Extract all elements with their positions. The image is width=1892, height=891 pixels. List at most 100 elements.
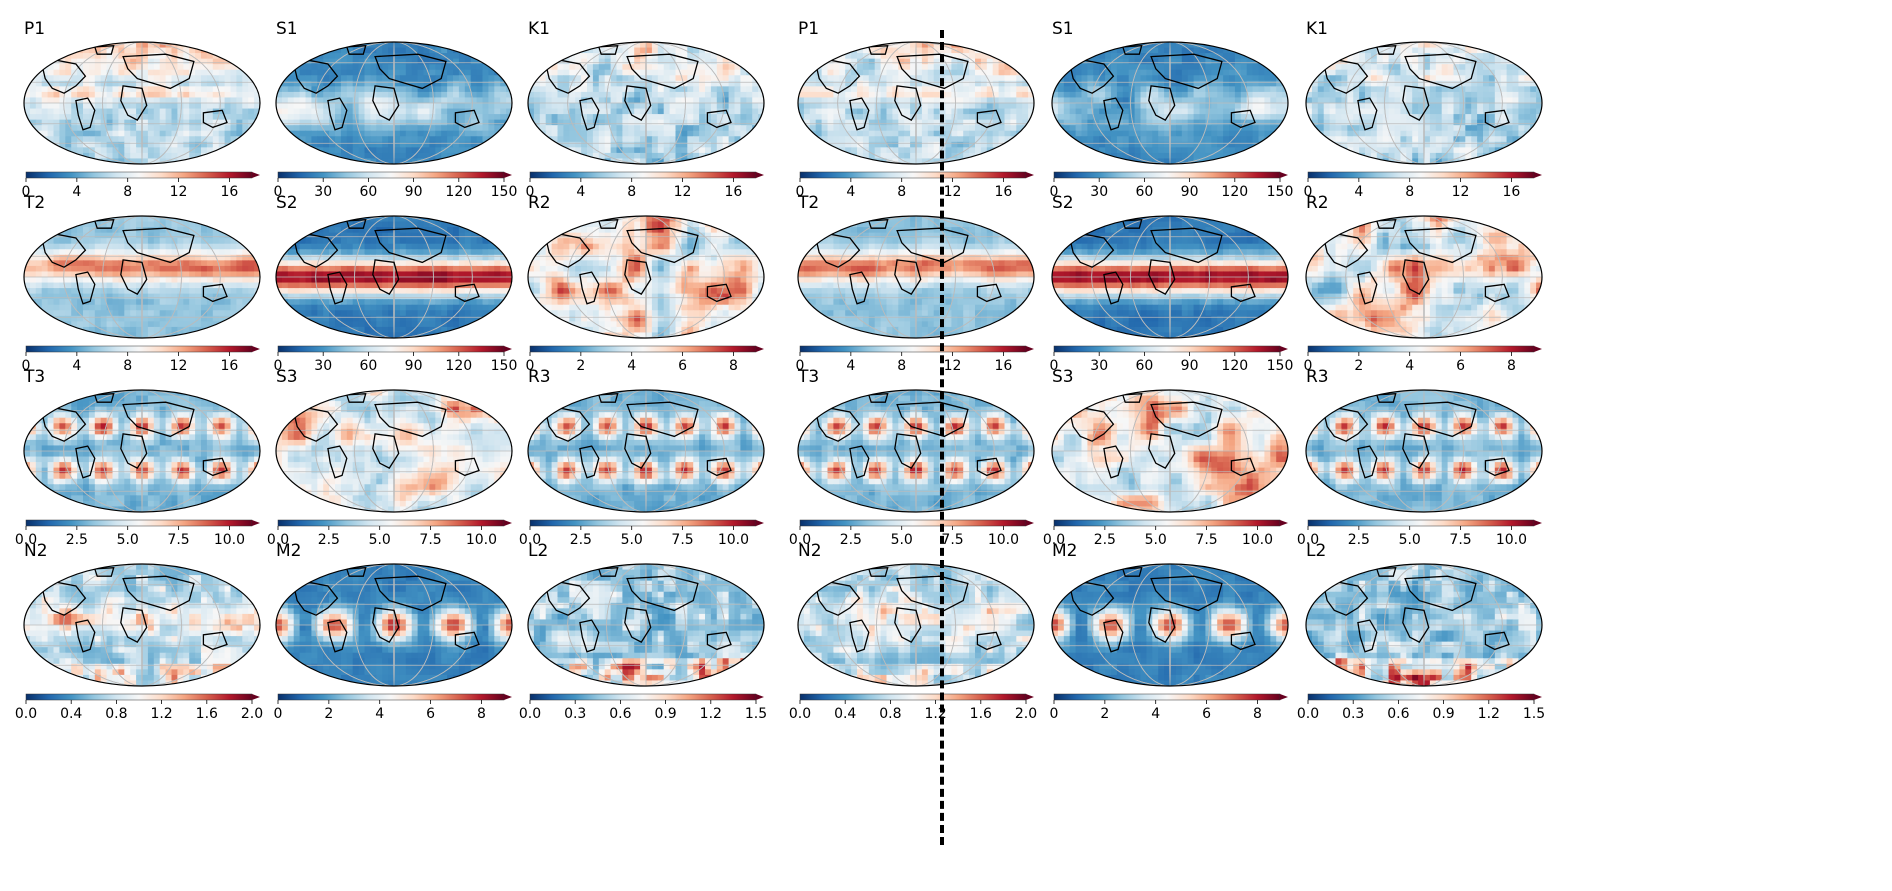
colorbar-tick-label: 8 [477,706,486,722]
colorbar-tick-label: 150 [491,184,518,200]
panel-label: M2 [276,541,301,561]
map-outline [527,215,765,339]
colorbar-tick-label: 7.5 [671,532,693,548]
map-panel-l2: L2 0.0 0.3 0.6 0.9 1.2 1.5 [519,541,767,722]
colorbar-tick-label: 12 [170,358,188,374]
map-panel-n2: N20.0 0.4 0.8 1.2 1.6 2.0 [15,541,263,722]
colorbar-tick-label: 1.6 [196,706,218,722]
panel-label: K1 [528,19,550,39]
colorbar-tick-label: 2.5 [66,532,88,548]
map-outline [797,215,1035,339]
colorbar-tick-label: 8 [123,358,132,374]
colorbar-tick-label: 4 [1405,358,1414,374]
map-panel-s3: S3 0.0 2.5 5.0 7.5 10.0 [267,367,513,548]
colorbar-tick-label: 0.0 [519,532,541,548]
colorbar-tick-label: 0 [1304,184,1313,200]
colorbar-extend-arrow [1280,172,1288,178]
map-panel-p1: P1 0 4 8 12 16 [796,19,1035,200]
colorbar-tick-label: 30 [314,184,332,200]
map-panel-r2: R2 0 2 4 6 8 [526,193,765,374]
colorbar: 0 2 4 6 8 [1050,693,1288,722]
graticule [1052,390,1288,512]
colorbar-tick-label: 4 [72,184,81,200]
colorbar-tick-label: 0.8 [105,706,127,722]
colorbar: 0 30 60 90 120 150 [274,345,517,374]
colorbar: 0 4 8 12 16 [1304,171,1542,200]
graticule [1306,42,1542,164]
colorbar-extend-arrow [1534,520,1542,526]
panel-label: L2 [1306,541,1326,561]
colorbar-tick-label: 5.0 [117,532,139,548]
colorbar-tick-label: 0.9 [1432,706,1454,722]
panel-label: P1 [798,19,819,39]
colorbar-tick-label: 0.4 [60,706,82,722]
coastlines [42,44,228,131]
colorbar-extend-arrow [1026,520,1034,526]
colorbar: 0 2 4 6 8 [274,693,512,722]
colorbar-extend-arrow [1534,346,1542,352]
panel-label: P1 [24,19,45,39]
map-outline [1051,41,1289,165]
map-outline [527,389,765,513]
colorbar-tick-label: 90 [1181,184,1199,200]
colorbar-tick-label: 0 [274,706,283,722]
graticule [798,42,1034,164]
colorbar-tick-label: 2 [324,706,333,722]
graticule [1052,564,1288,686]
colorbar-tick-label: 10.0 [1496,532,1527,548]
colorbar-tick-label: 10.0 [718,532,749,548]
map-panel-n2: N20.0 0.4 0.8 1.2 1.6 2.0 [789,541,1037,722]
graticule [798,564,1034,686]
coastlines [1070,44,1256,131]
panel-label: R3 [528,367,551,387]
panel-label: T3 [23,367,45,387]
colorbar-tick-label: 2 [1354,358,1363,374]
colorbar-tick-label: 0.6 [1387,706,1409,722]
colorbar: 0.0 2.5 5.0 7.5 10.0 [1043,519,1288,548]
colorbar-tick-label: 16 [220,358,238,374]
coastlines [816,566,1002,653]
coastlines [1070,218,1256,305]
colorbar: 0.0 2.5 5.0 7.5 10.0 [519,519,764,548]
colorbar-tick-label: 30 [1090,358,1108,374]
map-outline [1051,215,1289,339]
colorbar-tick-label: 0 [796,358,805,374]
colorbar-tick-label: 16 [220,184,238,200]
colorbar-tick-label: 4 [846,184,855,200]
map-outline [23,389,261,513]
graticule [276,216,512,338]
map-panel-l2: L2 0.0 0.3 0.6 0.9 1.2 1.5 [1297,541,1545,722]
colorbar-tick-label: 30 [1090,184,1108,200]
colorbar-tick-label: 0.0 [15,706,37,722]
colorbar-tick-label: 60 [359,358,377,374]
field-heatmap [798,42,1034,164]
map-outline [797,389,1035,513]
colorbar-tick-label: 2 [576,358,585,374]
panel-label: S1 [1052,19,1074,39]
colorbar-extend-arrow [756,694,764,700]
colorbar-tick-label: 0.9 [654,706,676,722]
colorbar-tick-label: 0 [1050,184,1059,200]
graticule [24,390,260,512]
graticule [528,216,764,338]
colorbar-tick-label: 16 [994,358,1012,374]
panel-label: S2 [1052,193,1074,213]
coastlines [546,566,732,653]
colorbar-tick-label: 0 [22,358,31,374]
colorbar-tick-label: 4 [846,358,855,374]
coastlines [816,392,1002,479]
colorbar-extend-arrow [1534,172,1542,178]
colorbar-extend-arrow [1280,346,1288,352]
panel-label: M2 [1052,541,1077,561]
colorbar-tick-label: 0.0 [1297,706,1319,722]
colorbar-extend-arrow [756,346,764,352]
colorbar: 0 4 8 12 16 [22,345,260,374]
colorbar-tick-label: 8 [897,184,906,200]
map-panel-r2: R2 0 2 4 6 8 [1304,193,1543,374]
colorbar-tick-label: 1.2 [150,706,172,722]
colorbar-tick-label: 5.0 [1399,532,1421,548]
map-panel-s3: S3 0.0 2.5 5.0 7.5 10.0 [1043,367,1289,548]
colorbar-extend-arrow [1026,172,1034,178]
colorbar-tick-label: 8 [1405,184,1414,200]
colorbar: 0 4 8 12 16 [796,345,1034,374]
